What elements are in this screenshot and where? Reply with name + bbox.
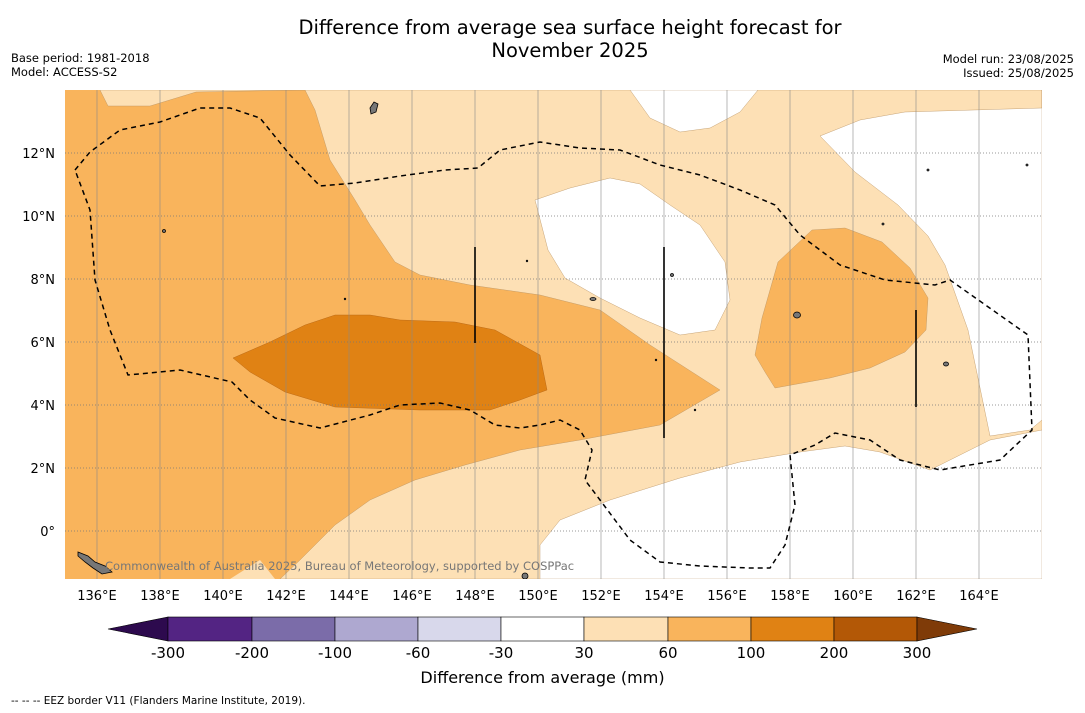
- meta-left: Base period: 1981-2018 Model: ACCESS-S2: [11, 51, 150, 79]
- base-period: Base period: 1981-2018: [11, 51, 150, 65]
- lon-label-150e: 150°E: [518, 589, 558, 604]
- lat-label-10n: 10°N: [22, 210, 55, 225]
- colorbar-label-3: -100: [318, 644, 352, 662]
- title-line-1: Difference from average sea surface heig…: [298, 16, 842, 39]
- lat-label-12n: 12°N: [22, 147, 55, 162]
- lon-label-154e: 154°E: [644, 589, 684, 604]
- colorbar: [107, 616, 978, 642]
- colorbar-bin-9: [833, 616, 918, 642]
- lat-label-0: 0°: [40, 525, 55, 540]
- anomaly-30-60-south: [230, 560, 275, 579]
- eez-footnote: -- -- -- EEZ border V11 (Flanders Marine…: [11, 695, 306, 707]
- anomaly-60-100-east: [754, 227, 929, 389]
- island-pohnpei: [793, 311, 801, 319]
- islands: [77, 101, 1029, 579]
- lon-label-138e: 138°E: [140, 589, 180, 604]
- lon-label-146e: 146°E: [392, 589, 432, 604]
- lon-label-164e: 164°E: [959, 589, 999, 604]
- lon-label-148e: 148°E: [455, 589, 495, 604]
- anomaly-neutral-central: [534, 177, 731, 336]
- colorbar-label-2: -200: [235, 644, 269, 662]
- colorbar-bin-8: [750, 616, 835, 642]
- colorbar-label-7: 60: [658, 644, 677, 662]
- lat-label-2n: 2°N: [31, 462, 56, 477]
- island-chuuk: [589, 297, 597, 301]
- colorbar-label-10: 300: [903, 644, 932, 662]
- eez-border: [74, 107, 1033, 569]
- colorbar-bin-2: [251, 616, 336, 642]
- colorbar-bin-5: [500, 616, 585, 642]
- colorbar-bin-3: [334, 616, 419, 642]
- meta-right: Model run: 23/08/2025 Issued: 25/08/2025: [943, 52, 1074, 80]
- colorbar-title: Difference from average (mm): [420, 668, 665, 687]
- colorbar-label-8: 100: [737, 644, 766, 662]
- island-kosrae: [943, 361, 949, 367]
- lon-label-136e: 136°E: [77, 589, 117, 604]
- lon-axis-labels: 136°E 138°E 140°E 142°E 144°E 146°E 148°…: [77, 589, 999, 604]
- lat-label-8n: 8°N: [31, 273, 56, 288]
- lon-label-142e: 142°E: [266, 589, 306, 604]
- colorbar-bin-1: [167, 616, 253, 642]
- colorbar-label-1: -300: [151, 644, 185, 662]
- colorbar-labels: -300 -200 -100 -60 -30 30 60 100 200 300: [151, 644, 931, 662]
- lat-gridlines: [65, 152, 1042, 532]
- colorbar-bin-4: [417, 616, 502, 642]
- title-line-2: November 2025: [491, 39, 649, 62]
- lon-label-144e: 144°E: [329, 589, 369, 604]
- colorbar-label-5: -30: [489, 644, 514, 662]
- colorbar-label-9: 200: [820, 644, 849, 662]
- lat-label-4n: 4°N: [31, 399, 56, 414]
- lon-label-160e: 160°E: [833, 589, 873, 604]
- lat-axis-labels: 12°N 10°N 8°N 6°N 4°N 2°N 0°: [22, 147, 55, 540]
- island-palau: [77, 551, 113, 575]
- anomaly-neutral-south: [539, 429, 1042, 579]
- issued-date: Issued: 25/08/2025: [963, 66, 1074, 80]
- anomaly-neutral-north: [629, 90, 759, 133]
- model-run: Model run: 23/08/2025: [942, 52, 1074, 66]
- anomaly-100-200-central: [232, 314, 548, 411]
- lat-label-6n: 6°N: [31, 336, 56, 351]
- island-guam-north: [369, 101, 379, 115]
- colorbar-extend-high: [916, 616, 978, 642]
- lon-label-156e: 156°E: [707, 589, 747, 604]
- transect-lines: [474, 247, 917, 438]
- lon-label-158e: 158°E: [770, 589, 810, 604]
- island-new-guinea-edge: [521, 572, 529, 579]
- lon-label-140e: 140°E: [203, 589, 243, 604]
- lon-label-162e: 162°E: [896, 589, 936, 604]
- colorbar-bin-6: [583, 616, 669, 642]
- copyright-note: Commonwealth of Australia 2025, Bureau o…: [105, 559, 574, 573]
- colorbar-label-4: -60: [406, 644, 431, 662]
- model-name: Model: ACCESS-S2: [11, 65, 118, 79]
- chart-title: Difference from average sea surface heig…: [270, 16, 870, 62]
- map-area: [65, 90, 1042, 579]
- colorbar-extend-low: [107, 616, 169, 642]
- colorbar-label-6: 30: [574, 644, 593, 662]
- colorbar-bin-7: [667, 616, 752, 642]
- anomaly-neutral-northeast: [819, 90, 1042, 437]
- lon-label-152e: 152°E: [581, 589, 621, 604]
